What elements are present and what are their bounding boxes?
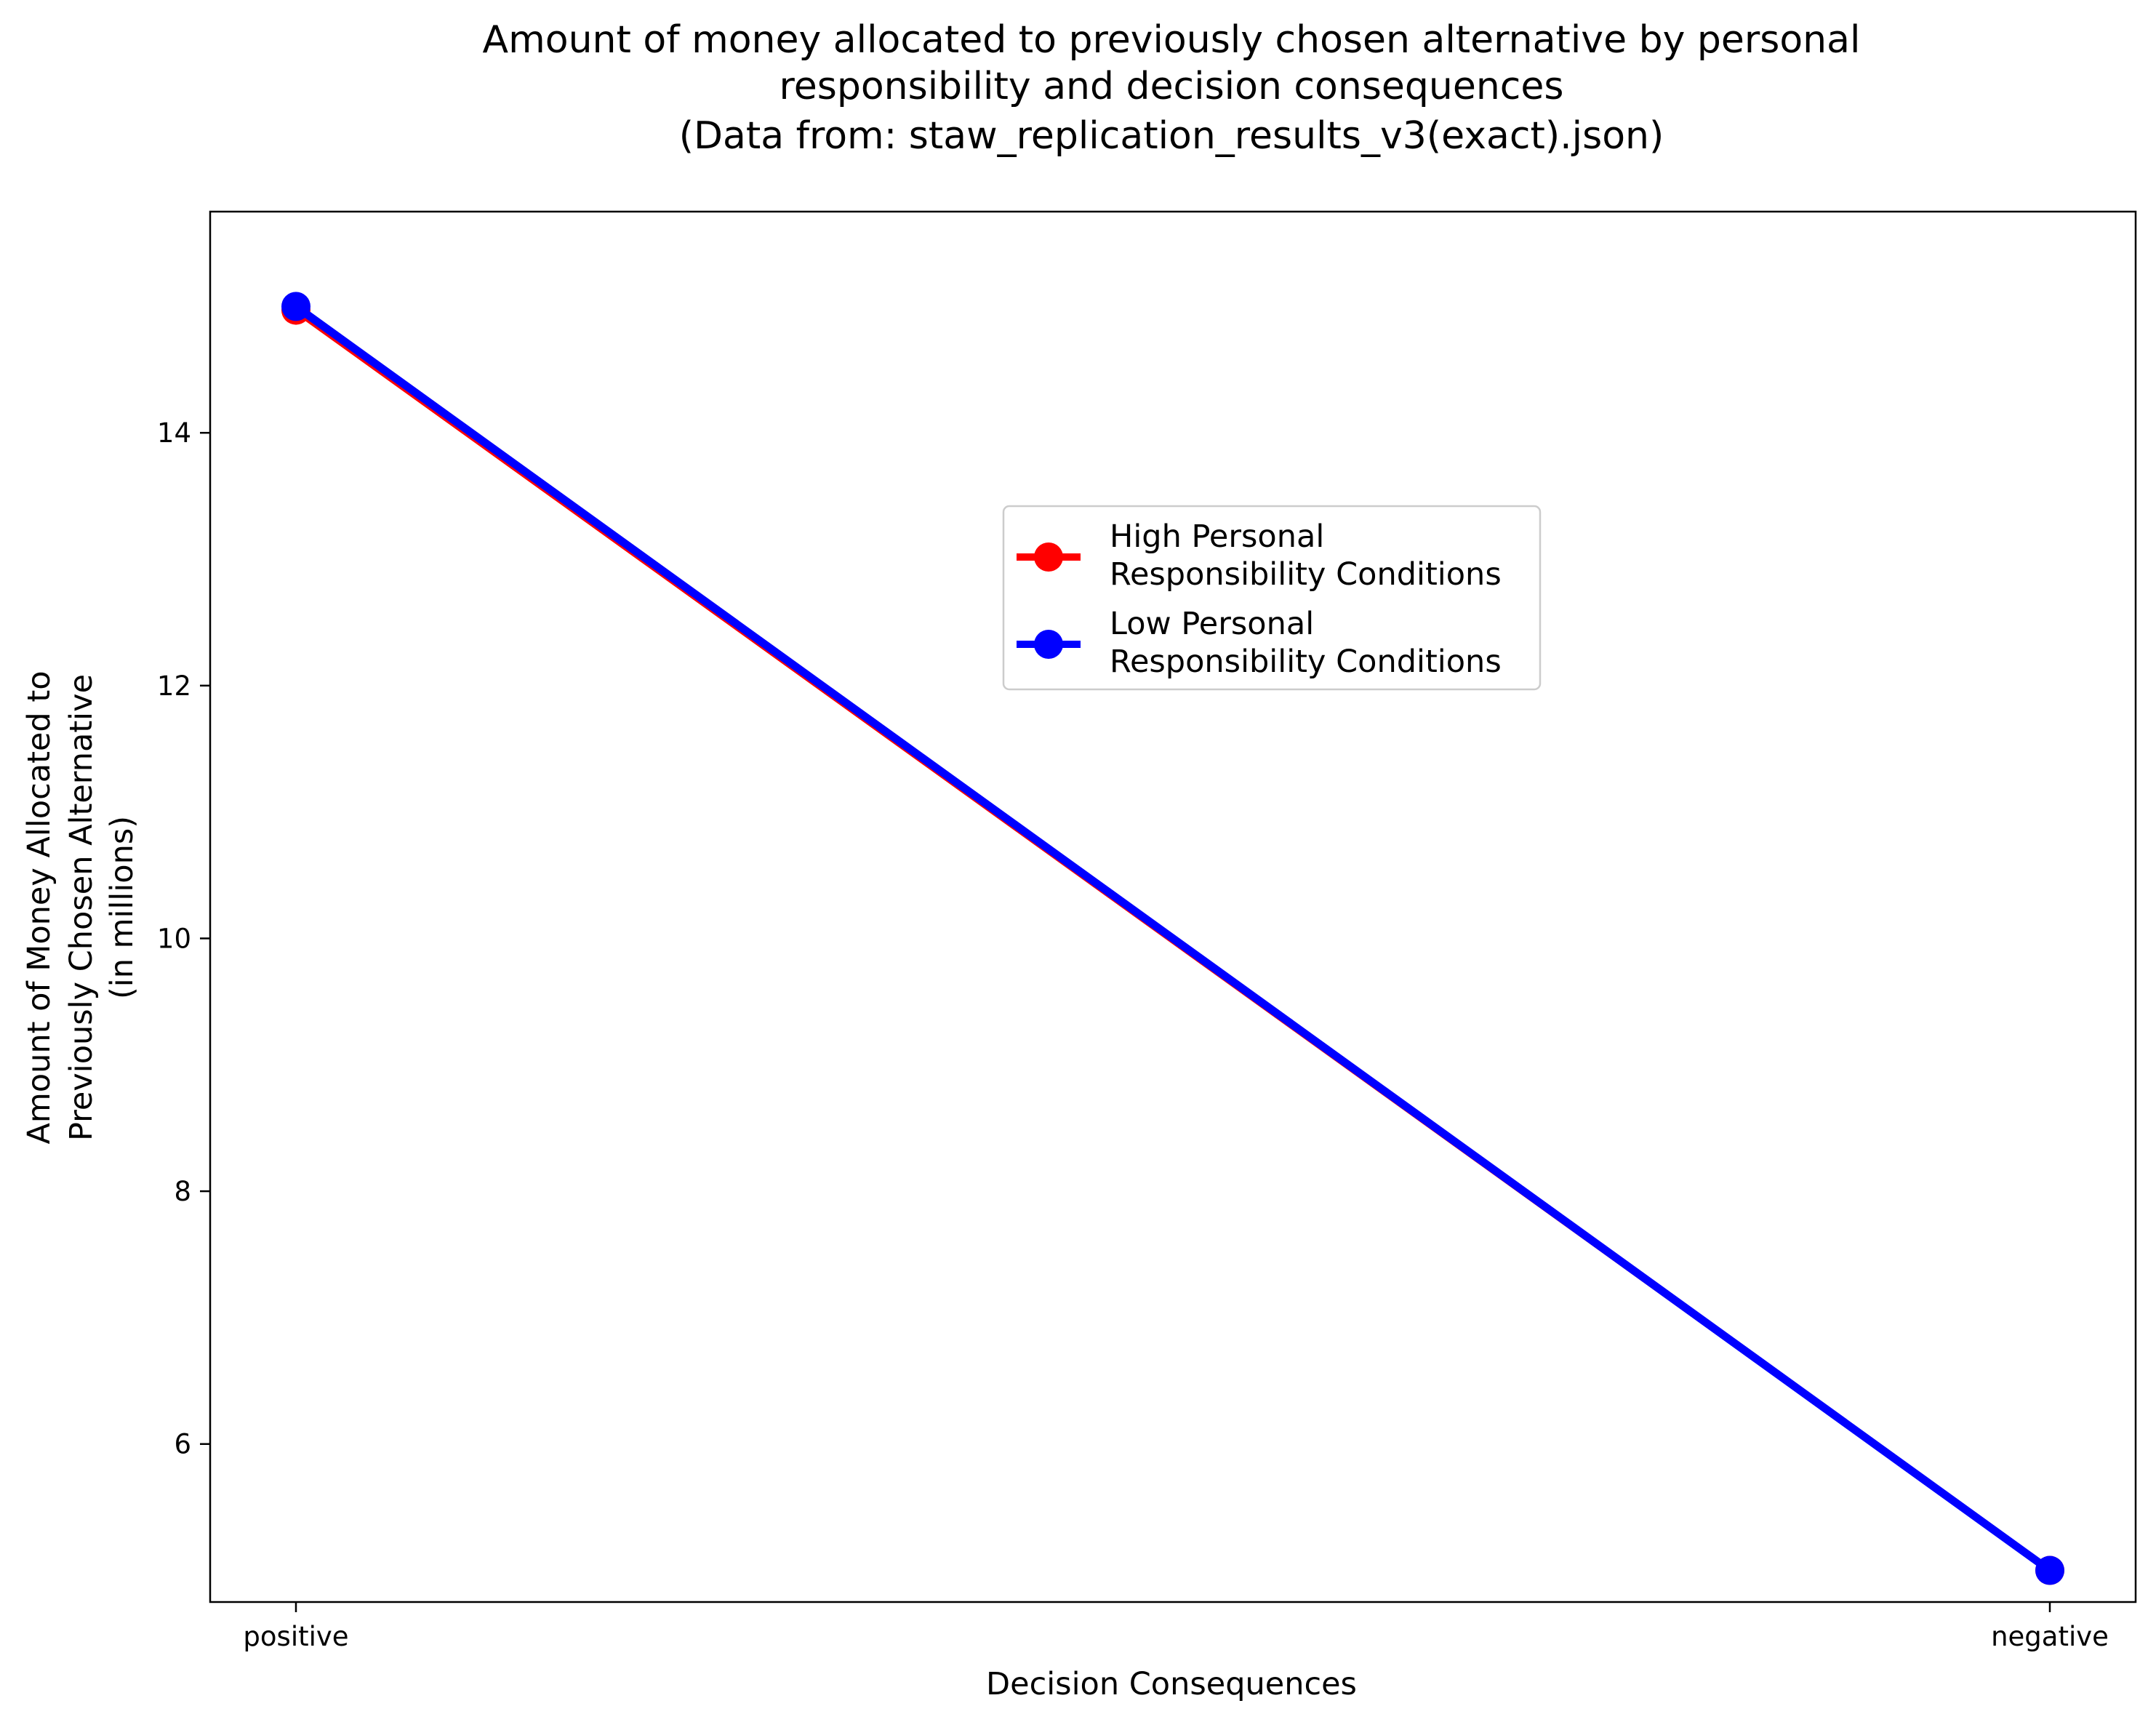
y-axis-label-line-1: Amount of Money Allocated to [21, 670, 57, 1144]
y-axis-ticks: 6 8 10 12 14 [157, 417, 210, 1460]
plot-area: 6 8 10 12 14 positive negative [157, 210, 2137, 1652]
chart-title-line-2: responsibility and decision consequences [780, 65, 1564, 108]
series-line-2 [293, 303, 2053, 1574]
legend-label-1-line-2: Responsibility Conditions [1110, 556, 1502, 593]
legend-label-2-line-1: Low Personal [1110, 606, 1314, 642]
y-tick-label: 6 [174, 1429, 191, 1460]
y-tick-label: 12 [157, 670, 191, 702]
legend-box [1002, 505, 1542, 691]
legend-marker-1 [1034, 542, 1063, 572]
x-axis-label: Decision Consequences [986, 1666, 1357, 1702]
x-tick-label: positive [243, 1621, 348, 1652]
series-2-point-1 [281, 292, 310, 321]
chart-title-line-3: (Data from: staw_replication_results_v3(… [679, 114, 1664, 158]
y-tick-label: 8 [174, 1176, 191, 1207]
legend-label-2-line-2: Responsibility Conditions [1110, 644, 1502, 680]
y-axis-label-line-3: (in millions) [104, 816, 140, 999]
y-tick-label: 10 [157, 923, 191, 954]
y-tick-label: 14 [157, 417, 191, 449]
y-axis-label: Amount of Money Allocated to Previously … [21, 670, 140, 1144]
y-axis-label-line-2: Previously Chosen Alternative [63, 674, 100, 1141]
legend-marker-2 [1034, 630, 1063, 659]
series-layer [281, 292, 2064, 1585]
legend-label-1-line-1: High Personal [1110, 518, 1324, 555]
x-tick-label: negative [1991, 1621, 2109, 1652]
series-2-point-2 [2035, 1555, 2064, 1585]
chart-title: Amount of money allocated to previously … [483, 18, 1861, 158]
plot-frame [209, 210, 2137, 1603]
chart-title-line-1: Amount of money allocated to previously … [483, 18, 1861, 62]
x-axis-ticks: positive negative [243, 1602, 2109, 1652]
